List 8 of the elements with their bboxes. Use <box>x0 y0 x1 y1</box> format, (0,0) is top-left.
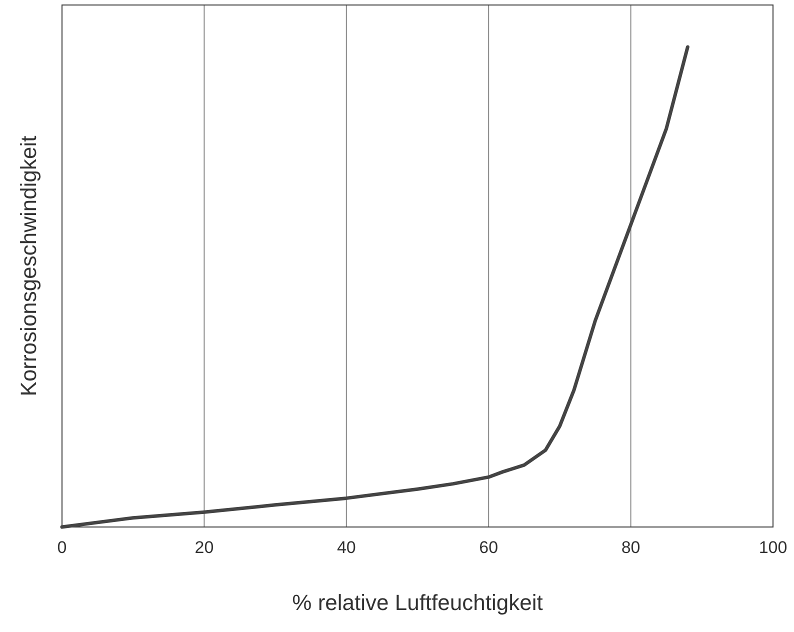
x-tick-label: 40 <box>336 538 356 558</box>
x-tick-label: 20 <box>194 538 214 558</box>
x-tick-label: 60 <box>479 538 498 558</box>
x-tick-label: 0 <box>57 538 67 558</box>
x-axis-title: % relative Luftfeuchtigkeit <box>292 590 543 615</box>
x-tick-label: 100 <box>758 538 788 558</box>
x-tick-label: 80 <box>621 538 640 558</box>
y-axis-title: Korrosionsgeschwindigkeit <box>16 136 41 396</box>
